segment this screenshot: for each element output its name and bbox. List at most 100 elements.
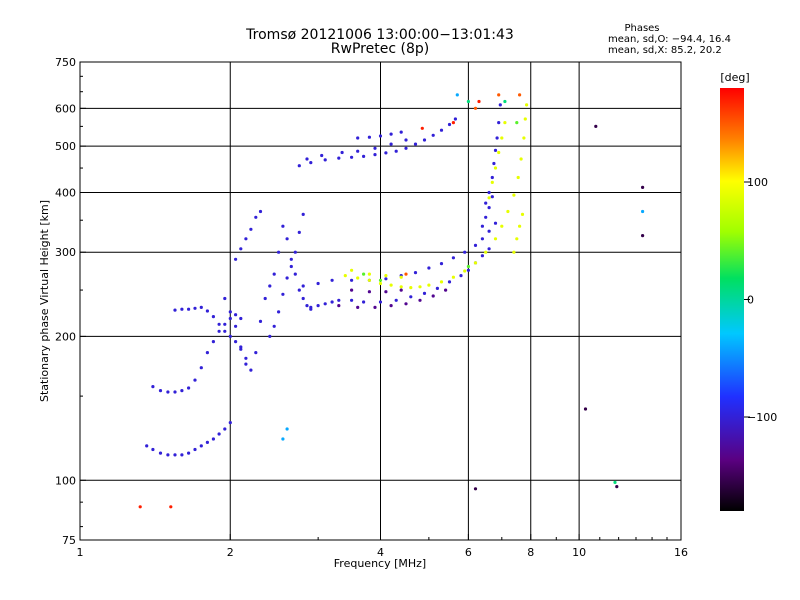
data-point: [490, 180, 494, 184]
data-point: [518, 93, 522, 97]
data-point: [285, 276, 289, 280]
data-point: [525, 103, 529, 107]
data-point: [337, 304, 341, 308]
colorbar-ticks: 100 0 −100: [744, 176, 777, 424]
data-point: [234, 340, 238, 344]
x-axis-ticks: 1 2 4 6 8 10 16: [77, 534, 688, 559]
data-point: [180, 389, 184, 393]
data-point: [420, 126, 424, 130]
data-point: [173, 453, 177, 457]
data-point: [444, 288, 448, 292]
x-tick-label: 8: [527, 546, 534, 559]
data-point: [281, 292, 285, 296]
colorbar-label: [deg]: [720, 71, 749, 84]
data-point: [418, 298, 422, 302]
data-point: [373, 153, 377, 157]
phases-mean-x: mean, sd,X: 85.2, 20.2: [608, 45, 722, 56]
data-point: [323, 302, 327, 306]
data-point: [451, 121, 455, 125]
data-point: [228, 310, 232, 314]
data-point: [277, 250, 281, 254]
data-point: [187, 386, 191, 390]
data-point: [258, 319, 263, 323]
data-point: [320, 153, 324, 158]
colorbar-tick-label: 0: [747, 294, 754, 307]
data-point: [422, 138, 427, 142]
data-point: [263, 296, 267, 301]
data-point: [293, 250, 297, 254]
data-point: [199, 444, 203, 448]
data-point: [399, 288, 403, 292]
data-point: [228, 421, 232, 425]
data-point: [463, 250, 467, 254]
data-point: [254, 351, 258, 355]
data-point: [289, 257, 293, 261]
data-point: [466, 264, 470, 269]
data-point: [492, 161, 496, 166]
data-point: [523, 117, 527, 121]
data-point: [389, 132, 393, 136]
data-point: [384, 274, 388, 278]
data-point: [356, 149, 360, 153]
data-point: [249, 227, 253, 231]
grid-lines: [80, 62, 681, 540]
data-point: [239, 345, 243, 349]
data-point: [356, 305, 360, 309]
data-point: [316, 304, 320, 308]
data-point: [323, 158, 327, 162]
data-point: [301, 212, 305, 216]
data-point: [455, 93, 459, 97]
data-point: [493, 221, 498, 225]
data-point: [484, 201, 488, 205]
data-point: [211, 437, 215, 441]
data-point: [223, 329, 227, 333]
data-point: [453, 117, 457, 121]
data-point: [409, 295, 413, 299]
data-point: [515, 121, 519, 125]
data-point: [343, 274, 347, 278]
data-point: [394, 298, 398, 302]
phase-colorbar: [720, 88, 744, 511]
data-point: [199, 366, 203, 370]
data-point: [151, 385, 155, 389]
data-point: [340, 150, 344, 155]
data-point: [211, 315, 215, 319]
data-point: [350, 155, 354, 159]
data-point: [427, 283, 431, 287]
data-point: [285, 427, 289, 431]
data-point: [373, 146, 377, 150]
data-point: [249, 368, 253, 372]
data-point: [367, 278, 371, 282]
data-point: [362, 300, 366, 304]
data-point: [166, 453, 170, 457]
data-point: [487, 206, 491, 210]
data-point: [297, 288, 301, 292]
y-axis-ticks: 75 100 200 300 400 500 600 750: [55, 56, 86, 547]
data-point: [356, 136, 360, 140]
data-point: [473, 487, 478, 491]
data-point: [384, 290, 388, 294]
data-point: [166, 390, 170, 394]
data-point: [641, 209, 645, 214]
data-point: [350, 298, 354, 302]
data-point: [516, 175, 520, 180]
data-point: [301, 296, 305, 301]
data-point: [350, 268, 354, 272]
data-point: [466, 268, 470, 272]
data-point: [447, 280, 452, 284]
data-point: [413, 271, 418, 275]
data-point: [305, 157, 309, 161]
chart-title: Tromsø 20121006 13:00:00−13:01:43: [245, 27, 514, 43]
data-point: [205, 309, 209, 313]
data-point: [484, 250, 488, 254]
data-point: [404, 272, 408, 276]
x-axis-label: Frequency [MHz]: [334, 557, 426, 570]
x-tick-label: 4: [377, 546, 384, 559]
data-point: [498, 103, 502, 107]
data-point: [272, 324, 276, 328]
data-point: [503, 99, 507, 104]
data-point: [293, 272, 297, 276]
data-point: [427, 266, 431, 270]
data-point: [254, 215, 258, 219]
